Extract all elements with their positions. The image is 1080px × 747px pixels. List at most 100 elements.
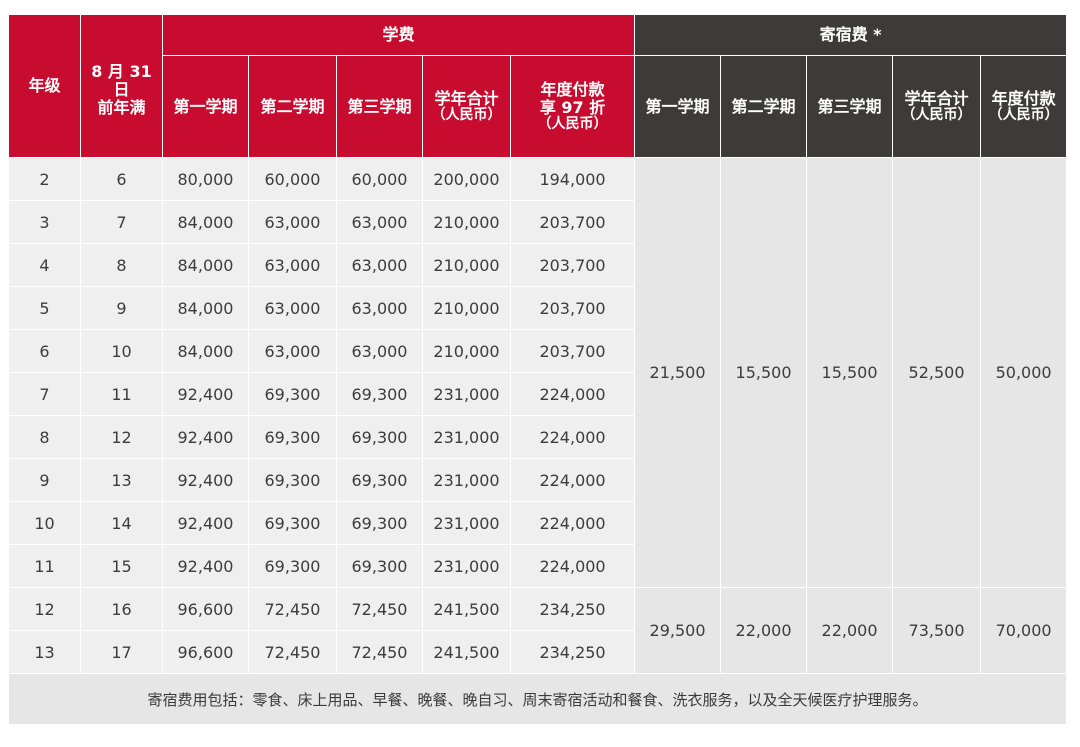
boarding-term3-cell: 15,500 bbox=[806, 157, 894, 588]
grade-cell: 11 bbox=[8, 544, 81, 588]
footnote-row: 寄宿费用包括：零食、床上用品、早餐、晚餐、晚自习、周末寄宿活动和餐食、洗衣服务，… bbox=[7, 673, 1068, 725]
tuition-annual-cell: 194,000 bbox=[509, 157, 636, 201]
age-cell: 14 bbox=[80, 501, 163, 545]
boarding-term2-header: 第二学期 bbox=[720, 55, 808, 158]
boarding-term2-cell: 22,000 bbox=[720, 587, 808, 674]
grade-cell: 7 bbox=[8, 372, 81, 416]
tuition-annual-cell: 224,000 bbox=[509, 458, 636, 502]
tuition-term3-cell: 63,000 bbox=[336, 200, 423, 244]
boarding-term2-cell: 15,500 bbox=[720, 157, 808, 588]
tuition-annual-cell: 203,700 bbox=[509, 200, 636, 244]
tuition-total-header: 学年合计 （人民币） bbox=[422, 55, 511, 158]
tuition-annual-line3: （人民币） bbox=[537, 116, 608, 132]
tuition-annual-cell: 234,250 bbox=[509, 587, 636, 631]
boarding-total-line1: 学年合计 bbox=[904, 89, 969, 108]
boarding-term1-cell: 29,500 bbox=[634, 587, 722, 674]
tuition-total-cell: 210,000 bbox=[422, 200, 511, 244]
table-row: 8 12 92,400 69,300 69,300 231,000 224,00… bbox=[8, 415, 1067, 459]
tuition-annual-cell: 203,700 bbox=[509, 329, 636, 373]
tuition-annual-cell: 224,000 bbox=[509, 544, 636, 588]
tuition-term3-cell: 69,300 bbox=[336, 501, 423, 545]
tuition-total-cell: 231,000 bbox=[422, 544, 511, 588]
table-row: 9 13 92,400 69,300 69,300 231,000 224,00… bbox=[8, 458, 1067, 502]
tuition-term3-header: 第三学期 bbox=[336, 55, 423, 158]
tuition-term3-cell: 63,000 bbox=[336, 243, 423, 287]
table-row: 11 15 92,400 69,300 69,300 231,000 224,0… bbox=[8, 544, 1067, 588]
tuition-total-cell: 231,000 bbox=[422, 501, 511, 545]
grade-cell: 2 bbox=[8, 157, 81, 201]
boarding-term1-cell: 21,500 bbox=[634, 157, 722, 588]
table-row: 7 11 92,400 69,300 69,300 231,000 224,00… bbox=[8, 372, 1067, 416]
tuition-term1-cell: 84,000 bbox=[162, 329, 249, 373]
tuition-term3-cell: 69,300 bbox=[336, 372, 423, 416]
boarding-annual-cell: 50,000 bbox=[980, 157, 1068, 588]
grade-cell: 3 bbox=[8, 200, 81, 244]
tuition-annual-line2: 享 97 折 bbox=[539, 98, 606, 117]
tuition-term2-cell: 69,300 bbox=[248, 458, 337, 502]
age-cell: 10 bbox=[80, 329, 163, 373]
age-cell: 7 bbox=[80, 200, 163, 244]
grade-cell: 9 bbox=[8, 458, 81, 502]
tuition-annual-header: 年度付款 享 97 折 （人民币） bbox=[509, 55, 636, 158]
boarding-footnote: 寄宿费用包括：零食、床上用品、早餐、晚餐、晚自习、周末寄宿活动和餐食、洗衣服务，… bbox=[7, 673, 1068, 725]
tuition-annual-cell: 234,250 bbox=[509, 630, 636, 674]
tuition-term2-cell: 69,300 bbox=[248, 415, 337, 459]
boarding-annual-header: 年度付款 （人民币） bbox=[980, 55, 1068, 158]
tuition-term2-header: 第二学期 bbox=[248, 55, 337, 158]
age-cell: 16 bbox=[80, 587, 163, 631]
grade-cell: 5 bbox=[8, 286, 81, 330]
tuition-term3-cell: 72,450 bbox=[336, 630, 423, 674]
tuition-total-cell: 200,000 bbox=[422, 157, 511, 201]
tuition-term2-cell: 69,300 bbox=[248, 372, 337, 416]
tuition-total-line2: （人民币） bbox=[431, 107, 502, 123]
age-cell: 11 bbox=[80, 372, 163, 416]
boarding-annual-line2: （人民币） bbox=[988, 107, 1059, 123]
tuition-total-cell: 231,000 bbox=[422, 415, 511, 459]
tuition-term2-cell: 63,000 bbox=[248, 200, 337, 244]
grade-header: 年级 bbox=[8, 14, 81, 158]
age-cell: 13 bbox=[80, 458, 163, 502]
table-row: 6 10 84,000 63,000 63,000 210,000 203,70… bbox=[8, 329, 1067, 373]
boarding-group-header: 寄宿费 * bbox=[634, 14, 1068, 56]
grade-cell: 8 bbox=[8, 415, 81, 459]
tuition-annual-cell: 224,000 bbox=[509, 501, 636, 545]
age-cell: 6 bbox=[80, 157, 163, 201]
tuition-term1-header: 第一学期 bbox=[162, 55, 249, 158]
tuition-term3-cell: 69,300 bbox=[336, 458, 423, 502]
tuition-term1-cell: 96,600 bbox=[162, 587, 249, 631]
tuition-term2-cell: 72,450 bbox=[248, 630, 337, 674]
tuition-total-cell: 241,500 bbox=[422, 630, 511, 674]
boarding-term1-header: 第一学期 bbox=[634, 55, 722, 158]
tuition-term1-cell: 92,400 bbox=[162, 458, 249, 502]
table-row: 12 16 96,600 72,450 72,450 241,500 234,2… bbox=[8, 587, 1068, 674]
tuition-term3-cell: 69,300 bbox=[336, 415, 423, 459]
tuition-total-cell: 231,000 bbox=[422, 458, 511, 502]
tuition-term1-cell: 84,000 bbox=[162, 243, 249, 287]
tuition-total-cell: 231,000 bbox=[422, 372, 511, 416]
age-header-line1: 8 月 31 日 bbox=[91, 62, 152, 99]
table-row: 2 6 80,000 60,000 60,000 200,000 194,000… bbox=[8, 157, 1068, 588]
tuition-term2-cell: 60,000 bbox=[248, 157, 337, 201]
table-row: 5 9 84,000 63,000 63,000 210,000 203,700 bbox=[8, 286, 1067, 330]
tuition-term3-cell: 72,450 bbox=[336, 587, 423, 631]
tuition-annual-line1: 年度付款 bbox=[540, 80, 605, 99]
tuition-term3-cell: 60,000 bbox=[336, 157, 423, 201]
tuition-term3-cell: 63,000 bbox=[336, 329, 423, 373]
tuition-term2-cell: 69,300 bbox=[248, 544, 337, 588]
boarding-total-cell: 73,500 bbox=[892, 587, 982, 674]
tuition-term1-cell: 92,400 bbox=[162, 544, 249, 588]
boarding-term3-header: 第三学期 bbox=[806, 55, 894, 158]
tuition-term1-cell: 84,000 bbox=[162, 200, 249, 244]
fee-table: 年级 8 月 31 日 前年满 学费 寄宿费 * 第一学期 第二学期 第三学期 … bbox=[7, 14, 1068, 725]
tuition-term1-cell: 80,000 bbox=[162, 157, 249, 201]
tuition-term3-cell: 69,300 bbox=[336, 544, 423, 588]
tuition-term1-cell: 84,000 bbox=[162, 286, 249, 330]
table-row: 3 7 84,000 63,000 63,000 210,000 203,700 bbox=[8, 200, 1067, 244]
grade-cell: 10 bbox=[8, 501, 81, 545]
boarding-annual-line1: 年度付款 bbox=[991, 89, 1056, 108]
grade-cell: 6 bbox=[8, 329, 81, 373]
tuition-annual-cell: 224,000 bbox=[509, 415, 636, 459]
age-cell: 8 bbox=[80, 243, 163, 287]
boarding-total-cell: 52,500 bbox=[892, 157, 982, 588]
grade-cell: 4 bbox=[8, 243, 81, 287]
